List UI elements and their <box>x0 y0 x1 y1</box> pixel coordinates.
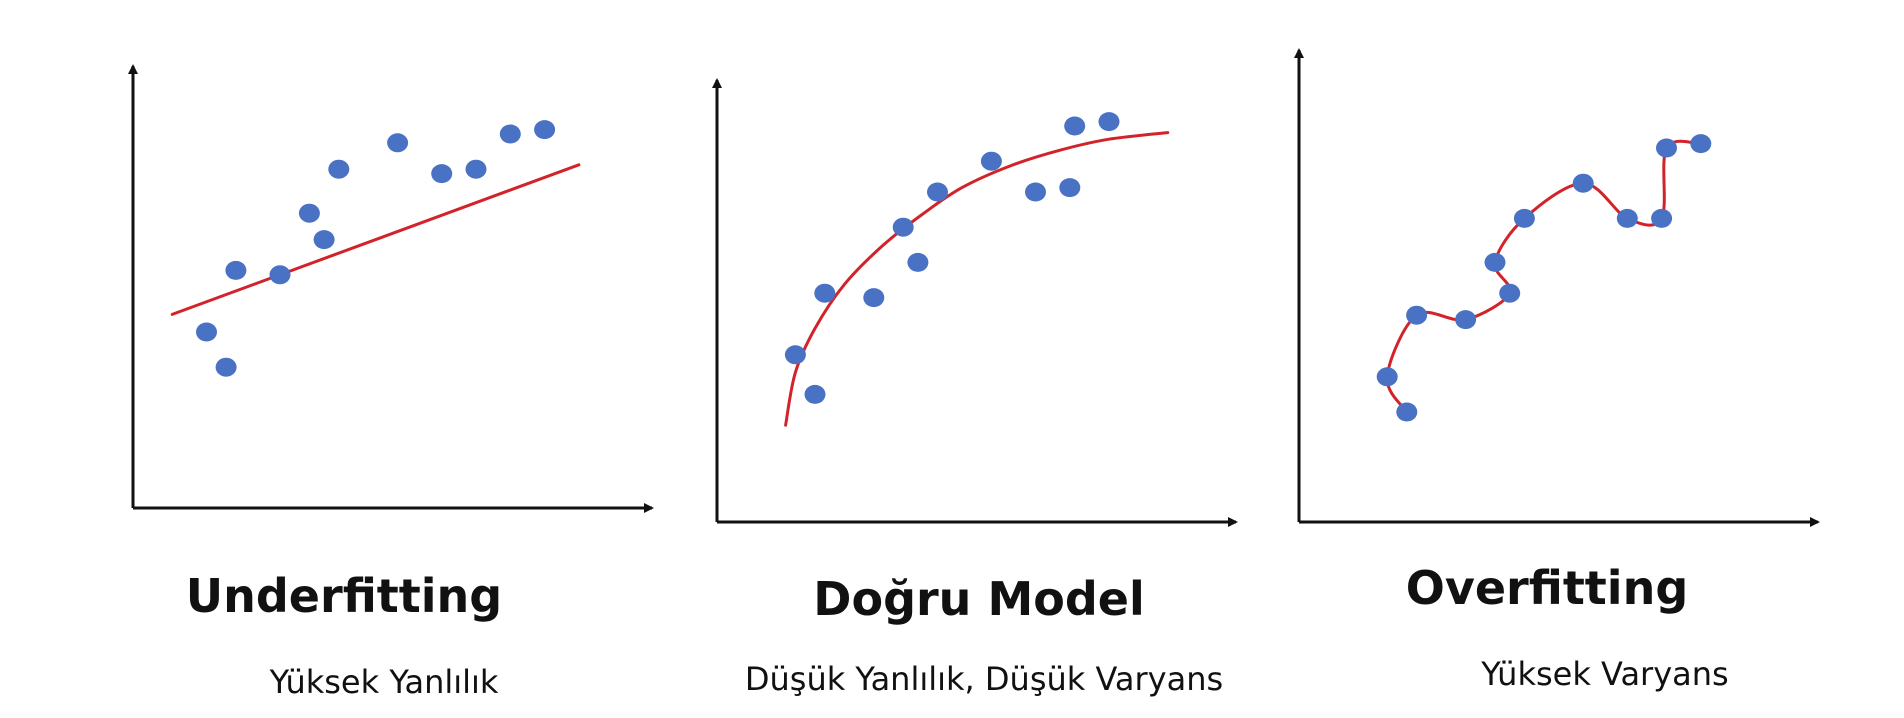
data-point <box>784 345 806 365</box>
data-point <box>1455 310 1477 330</box>
panel-overfitting: Overfitting Yüksek Varyans <box>1294 48 1820 693</box>
point-layer <box>1376 134 1712 422</box>
data-point <box>814 283 836 303</box>
chart-subtitle: Düşük Yanlılık, Düşük Varyans <box>745 660 1223 698</box>
data-point <box>225 260 247 280</box>
data-point <box>1064 116 1086 136</box>
data-point <box>907 252 929 272</box>
data-point <box>980 151 1002 171</box>
data-point <box>892 217 914 237</box>
data-point <box>1499 283 1521 303</box>
data-point <box>1025 182 1046 202</box>
data-point <box>1690 134 1712 154</box>
data-point <box>328 159 350 179</box>
data-point <box>499 124 521 144</box>
data-point <box>1059 178 1081 198</box>
data-point <box>298 203 320 223</box>
chart-title: Overfitting <box>1406 561 1689 615</box>
data-point <box>387 133 409 153</box>
data-point <box>1098 112 1120 132</box>
fit-curve <box>784 131 1170 427</box>
data-point <box>269 265 291 285</box>
data-point <box>313 230 335 250</box>
data-point <box>1513 208 1535 228</box>
data-point <box>1484 252 1506 272</box>
data-point <box>1572 173 1594 193</box>
data-point <box>1396 402 1418 422</box>
data-point <box>465 159 487 179</box>
panel-underfitting: Underfitting Yüksek Yanlılık <box>128 64 654 701</box>
data-point <box>927 182 948 202</box>
data-point <box>804 384 826 404</box>
fit-curve-layer <box>784 131 1170 427</box>
chart-title: Doğru Model <box>813 572 1144 626</box>
point-layer <box>784 112 1120 404</box>
data-point <box>431 164 453 184</box>
data-point <box>1651 208 1673 228</box>
chart-title: Underfitting <box>186 569 502 623</box>
chart-subtitle: Yüksek Varyans <box>1480 655 1728 693</box>
panel-correct-model: Doğru Model Düşük Yanlılık, Düşük Varyan… <box>712 78 1238 698</box>
fit-curve-layer <box>1385 139 1703 414</box>
data-point <box>1616 208 1638 228</box>
chart-subtitle: Yüksek Yanlılık <box>269 663 499 701</box>
data-point <box>1406 305 1428 325</box>
data-point <box>534 120 556 140</box>
data-point <box>215 357 237 377</box>
data-point <box>196 322 217 342</box>
data-point <box>1656 138 1677 158</box>
fit-line-layer <box>170 163 581 316</box>
fit-curve <box>1385 139 1703 414</box>
data-point <box>1376 367 1398 387</box>
data-point <box>863 288 885 308</box>
point-layer <box>196 120 556 377</box>
fit-line <box>170 163 581 316</box>
